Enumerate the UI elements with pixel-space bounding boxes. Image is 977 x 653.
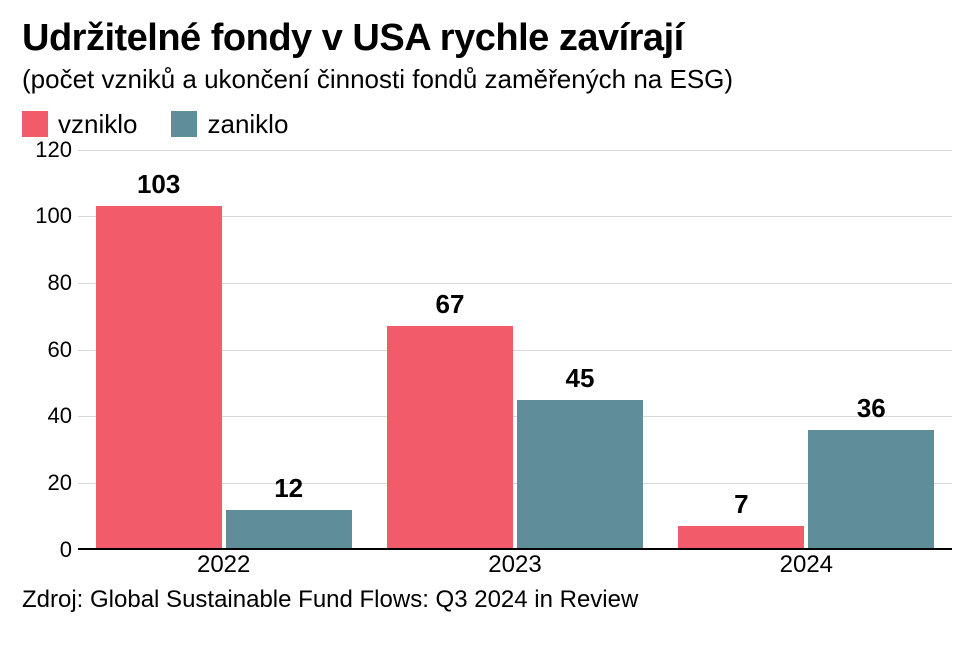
bar-vzniklo: 103: [96, 206, 222, 549]
bar-zaniklo: 45: [517, 400, 643, 550]
bar-groups: 103126745736: [78, 150, 952, 550]
x-tick-label: 2022: [78, 550, 369, 580]
y-tick-label: 80: [48, 270, 72, 296]
bar-value-label: 7: [734, 489, 748, 526]
y-tick-label: 40: [48, 403, 72, 429]
bar-value-label: 67: [436, 289, 465, 326]
y-tick-label: 100: [35, 203, 72, 229]
bar-zaniklo: 12: [226, 510, 352, 550]
y-axis: 020406080100120: [22, 150, 78, 550]
legend-swatch-vzniklo: [22, 111, 48, 137]
bar-value-label: 45: [566, 363, 595, 400]
chart-subtitle: (počet vzniků a ukončení činnosti fondů …: [22, 64, 955, 95]
legend-item-zaniklo: zaniklo: [171, 109, 288, 140]
bar-value-label: 12: [274, 473, 303, 510]
y-tick-label: 60: [48, 337, 72, 363]
chart-area: 020406080100120 103126745736 20222023202…: [22, 150, 952, 580]
legend-label-zaniklo: zaniklo: [207, 109, 288, 140]
bar-vzniklo: 7: [678, 526, 804, 549]
legend-item-vzniklo: vzniklo: [22, 109, 137, 140]
x-tick-label: 2024: [661, 550, 952, 580]
bar-group: 10312: [78, 150, 369, 550]
legend-swatch-zaniklo: [171, 111, 197, 137]
chart-title: Udržitelné fondy v USA rychle zavírají: [22, 18, 955, 60]
y-tick-label: 0: [60, 537, 72, 563]
x-tick-label: 2023: [369, 550, 660, 580]
bar-group: 6745: [369, 150, 660, 550]
y-tick-label: 20: [48, 470, 72, 496]
legend-label-vzniklo: vzniklo: [58, 109, 137, 140]
plot-area: 103126745736: [78, 150, 952, 550]
bar-zaniklo: 36: [808, 430, 934, 550]
chart-frame: Udržitelné fondy v USA rychle zavírají (…: [0, 0, 977, 653]
source-line: Zdroj: Global Sustainable Fund Flows: Q3…: [22, 586, 955, 614]
legend: vzniklo zaniklo: [22, 109, 955, 140]
bar-group: 736: [661, 150, 952, 550]
bar-value-label: 103: [137, 169, 180, 206]
bar-vzniklo: 67: [387, 326, 513, 549]
y-tick-label: 120: [35, 137, 72, 163]
bar-value-label: 36: [857, 393, 886, 430]
x-axis: 202220232024: [78, 550, 952, 580]
